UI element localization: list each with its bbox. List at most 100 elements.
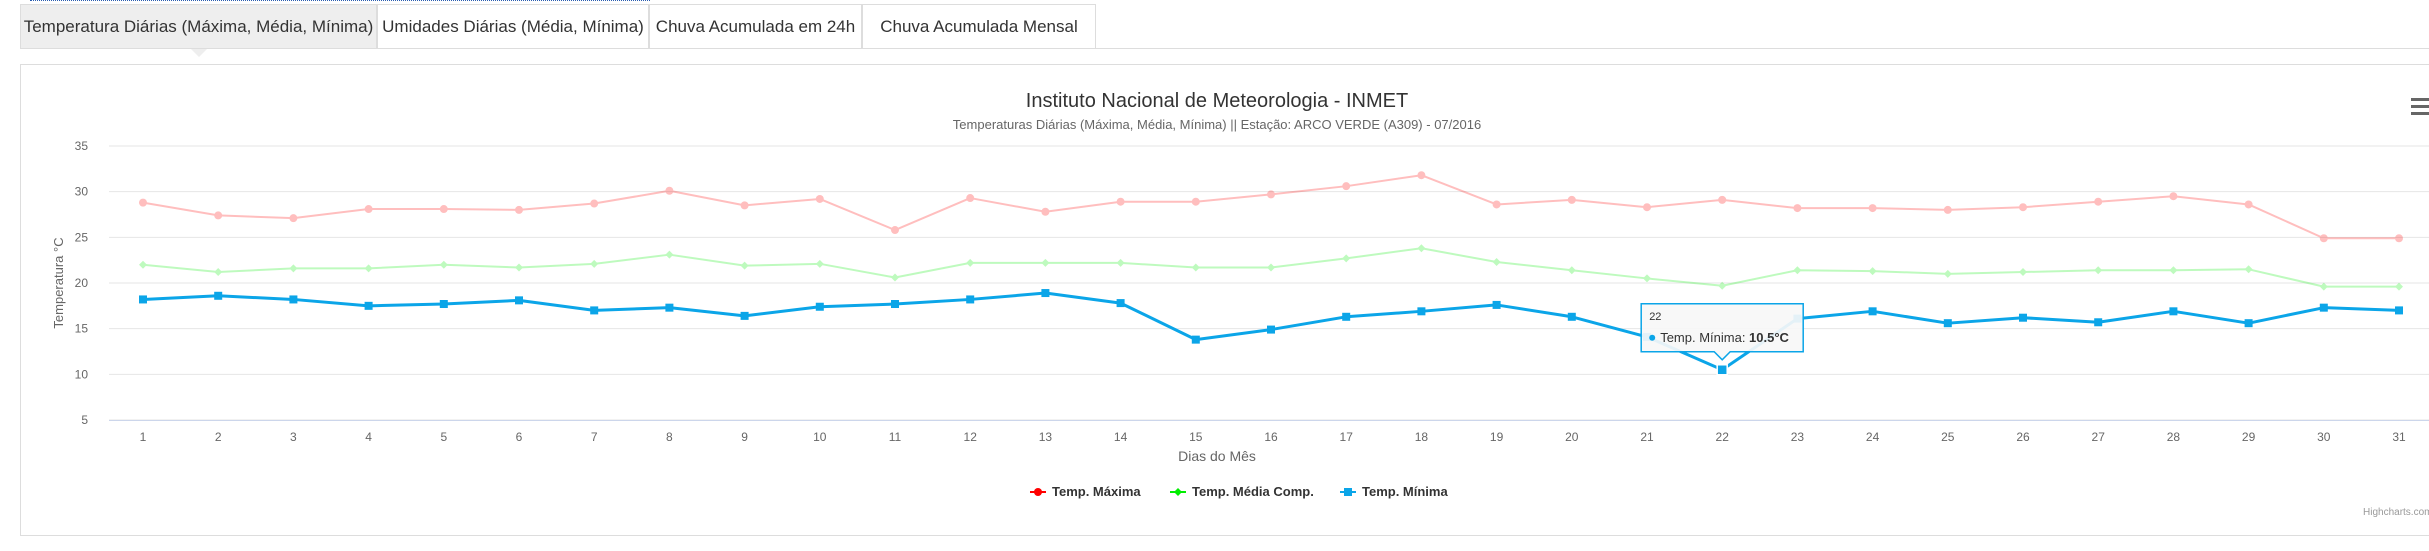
data-point[interactable] — [1943, 205, 1952, 214]
data-point[interactable] — [1116, 197, 1125, 206]
tab-chuva-mensal[interactable]: Chuva Acumulada Mensal — [862, 4, 1096, 48]
data-point[interactable] — [1342, 254, 1351, 263]
data-point[interactable] — [966, 295, 975, 304]
data-point[interactable] — [1643, 274, 1651, 283]
data-point[interactable] — [1868, 267, 1877, 276]
data-point[interactable] — [214, 268, 223, 277]
data-point[interactable] — [139, 198, 147, 207]
data-point[interactable] — [1718, 195, 1727, 204]
data-point[interactable] — [1718, 281, 1727, 290]
data-point[interactable] — [966, 258, 975, 267]
data-point[interactable] — [439, 300, 448, 309]
data-point[interactable] — [364, 301, 373, 310]
data-point[interactable] — [891, 273, 899, 282]
data-point[interactable] — [439, 260, 448, 269]
data-point[interactable] — [515, 263, 523, 272]
data-point[interactable] — [2094, 318, 2103, 327]
data-point[interactable] — [1116, 258, 1125, 267]
data-point[interactable] — [815, 259, 824, 268]
data-point[interactable] — [891, 226, 899, 235]
menu-icon[interactable] — [2411, 98, 2429, 115]
data-point[interactable] — [590, 199, 599, 208]
data-point[interactable] — [289, 295, 298, 304]
data-point[interactable] — [214, 291, 223, 300]
data-point[interactable] — [1567, 312, 1576, 321]
data-point[interactable] — [2169, 266, 2178, 275]
data-point[interactable] — [439, 205, 448, 214]
data-point[interactable] — [2019, 313, 2027, 322]
data-point[interactable] — [665, 250, 674, 259]
data-point[interactable] — [590, 306, 599, 315]
data-point[interactable] — [815, 194, 824, 203]
data-point[interactable] — [740, 261, 749, 270]
data-point[interactable] — [590, 259, 599, 268]
data-point[interactable] — [1267, 325, 1275, 334]
tab-umidades[interactable]: Umidades Diárias (Média, Mínima) — [377, 4, 649, 48]
data-point[interactable] — [515, 205, 523, 214]
data-point[interactable] — [2169, 307, 2178, 316]
data-point[interactable] — [1191, 197, 1200, 206]
data-point[interactable] — [740, 201, 749, 210]
data-point[interactable] — [815, 302, 824, 311]
data-point[interactable] — [1868, 204, 1877, 213]
data-point[interactable] — [1868, 307, 1877, 316]
data-point[interactable] — [364, 264, 373, 273]
data-point[interactable] — [139, 260, 147, 269]
data-point[interactable] — [1643, 203, 1651, 212]
data-point[interactable] — [665, 186, 674, 195]
data-point[interactable] — [2244, 319, 2253, 328]
data-point[interactable] — [740, 311, 749, 320]
data-point[interactable] — [1793, 204, 1802, 213]
data-point[interactable] — [665, 303, 674, 312]
data-point[interactable] — [2094, 266, 2103, 275]
tab-chuva-24h[interactable]: Chuva Acumulada em 24h — [649, 4, 862, 48]
data-point[interactable] — [891, 300, 899, 309]
data-point[interactable] — [1492, 200, 1501, 209]
legend-item[interactable]: Temp. Mínima — [1340, 484, 1448, 499]
data-point[interactable] — [2319, 282, 2328, 291]
data-point[interactable] — [2395, 234, 2403, 243]
tab-temperatura[interactable]: Temperatura Diárias (Máxima, Média, Míni… — [20, 4, 377, 57]
data-point[interactable] — [2019, 268, 2027, 277]
data-point[interactable] — [2395, 282, 2403, 291]
data-point[interactable] — [2244, 200, 2253, 209]
data-point[interactable] — [966, 194, 975, 203]
data-point[interactable] — [289, 214, 298, 223]
data-point[interactable] — [1267, 263, 1275, 272]
data-point[interactable] — [214, 211, 223, 220]
data-point[interactable] — [1342, 182, 1351, 191]
data-point[interactable] — [1041, 258, 1050, 267]
data-point[interactable] — [1492, 300, 1501, 309]
data-point[interactable] — [1943, 319, 1952, 328]
data-point[interactable] — [1793, 266, 1802, 275]
data-point[interactable] — [515, 296, 523, 305]
data-point[interactable] — [139, 295, 147, 304]
data-point[interactable] — [1267, 190, 1275, 199]
data-point[interactable] — [2169, 192, 2178, 201]
data-point[interactable] — [2395, 306, 2403, 315]
data-point[interactable] — [1567, 266, 1576, 275]
data-point[interactable] — [2319, 234, 2328, 243]
data-point[interactable] — [2019, 203, 2027, 212]
data-point[interactable] — [1116, 299, 1125, 308]
data-point[interactable] — [1417, 307, 1426, 316]
legend-item[interactable]: Temp. Máxima — [1030, 484, 1141, 499]
data-point[interactable] — [1342, 312, 1351, 321]
data-point[interactable] — [1492, 257, 1501, 266]
data-point[interactable] — [1716, 364, 1728, 376]
data-point[interactable] — [2244, 265, 2253, 274]
data-point[interactable] — [1567, 195, 1576, 204]
data-point[interactable] — [2319, 303, 2328, 312]
data-point[interactable] — [1417, 171, 1426, 180]
data-point[interactable] — [1191, 335, 1200, 344]
data-point[interactable] — [1041, 207, 1050, 216]
legend-item[interactable]: Temp. Média Comp. — [1170, 484, 1314, 499]
data-point[interactable] — [289, 264, 298, 273]
data-point[interactable] — [1041, 289, 1050, 298]
data-point[interactable] — [1191, 263, 1200, 272]
data-point[interactable] — [1417, 244, 1426, 253]
data-point[interactable] — [364, 205, 373, 214]
credits[interactable]: Highcharts.com — [2363, 507, 2429, 518]
data-point[interactable] — [1943, 269, 1952, 278]
data-point[interactable] — [2094, 197, 2103, 206]
